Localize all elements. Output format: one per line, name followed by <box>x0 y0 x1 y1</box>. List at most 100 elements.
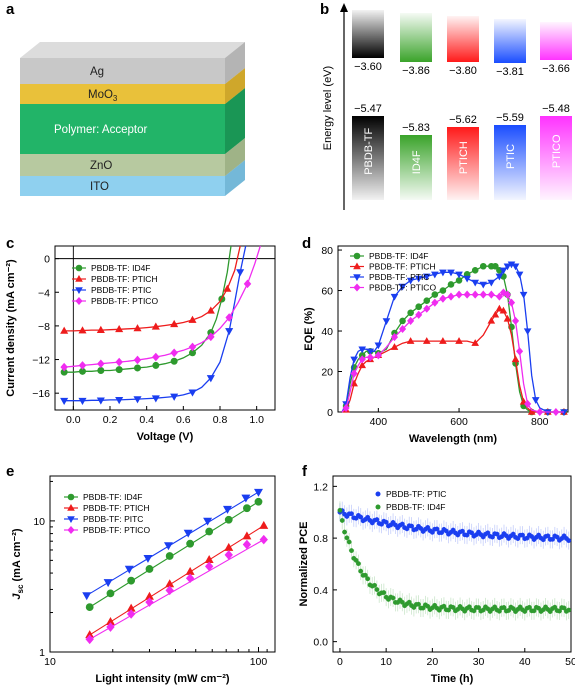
data-point <box>145 597 154 607</box>
legend-entry: PBDB-TF: PTICO <box>369 283 436 293</box>
legend-marker-triangle-down-icon <box>353 274 361 282</box>
data-point <box>115 366 123 374</box>
data-point <box>85 603 94 612</box>
data-point <box>503 314 512 322</box>
x-tick-label: 40 <box>519 656 531 668</box>
data-point <box>495 292 503 301</box>
x-tick-label: 20 <box>427 656 439 668</box>
lumo-value: −3.60 <box>354 61 382 73</box>
data-point <box>115 324 124 333</box>
data-point <box>236 269 245 277</box>
series-0 <box>337 501 572 550</box>
legend-marker-circle-icon <box>375 504 381 510</box>
data-point <box>476 605 481 611</box>
data-point <box>165 585 174 596</box>
data-point <box>350 369 358 378</box>
x-tick-label: 10 <box>380 656 392 668</box>
data-point <box>358 355 366 364</box>
data-point <box>390 343 399 350</box>
y-tick-label: −8 <box>38 321 50 333</box>
data-point <box>133 324 142 332</box>
y-axis-label: EQE (%) <box>303 307 315 351</box>
y-tick-label: 10 <box>33 516 45 528</box>
data-point <box>554 534 560 540</box>
data-point <box>455 271 463 279</box>
homo-value: −5.48 <box>542 103 570 115</box>
data-point <box>206 375 215 383</box>
data-point <box>520 532 525 538</box>
data-point <box>152 352 160 362</box>
data-point <box>358 568 364 574</box>
data-point <box>223 284 232 292</box>
data-point <box>415 310 423 319</box>
legend-marker-triangle-up-icon <box>67 503 75 511</box>
legend-entry: PBDB-TF: PTICH <box>369 262 436 272</box>
data-point <box>446 607 451 613</box>
data-point <box>471 290 479 299</box>
x-tick-label: 50 <box>565 656 575 668</box>
layer-side-face <box>225 42 245 84</box>
panel-f-legend: PBDB-TF: PTIC PBDB-TF: ID4F <box>375 489 446 512</box>
panel-a-device-structure: a ITO ZnO Polymer: Acceptor MoO3 Ag <box>6 1 245 196</box>
homo-value: −5.62 <box>449 114 477 126</box>
data-point <box>374 587 380 592</box>
data-point <box>152 361 160 369</box>
lumo-bar <box>352 10 384 58</box>
lumo-value: −3.81 <box>496 66 524 78</box>
data-point <box>372 582 377 588</box>
data-point <box>431 271 439 279</box>
homo-bar <box>352 116 384 200</box>
y-tick-label: −16 <box>32 388 50 400</box>
data-point <box>422 337 431 344</box>
data-point <box>224 515 233 524</box>
layer-label-sub: 3 <box>113 94 118 103</box>
data-point <box>342 403 350 413</box>
legend-entry: PBDB-TF: ID4F <box>369 251 429 261</box>
data-point <box>185 566 195 575</box>
panel-e-plot-frame <box>49 475 276 653</box>
panel-c-letter: c <box>6 235 14 252</box>
data-point <box>346 539 352 545</box>
x-tick-label: 30 <box>473 656 485 668</box>
data-point <box>374 351 382 360</box>
data-point <box>254 488 263 497</box>
material-name: PTICO <box>551 134 563 168</box>
series-2 <box>341 261 568 417</box>
data-point <box>439 294 447 303</box>
data-point <box>423 304 431 313</box>
layer-front-face <box>20 58 225 84</box>
x-axis-label: Wavelength (nm) <box>409 433 498 445</box>
data-point <box>431 298 439 307</box>
data-point <box>406 337 415 344</box>
data-point <box>527 407 536 415</box>
data-point <box>259 534 268 545</box>
layer-label: ZnO <box>90 160 112 172</box>
data-point <box>423 297 431 304</box>
x-tick-label: 400 <box>370 416 388 428</box>
y-tick-label: 20 <box>321 367 333 379</box>
legend-marker-circle-icon <box>67 493 75 501</box>
layer-side-face <box>225 160 245 196</box>
layer-label: Polymer: Acceptor <box>54 124 147 136</box>
data-point <box>151 395 160 403</box>
data-point <box>422 273 431 281</box>
data-point <box>552 604 558 610</box>
layer-0: Ag <box>20 42 245 84</box>
data-point <box>163 542 173 551</box>
data-point <box>487 279 496 287</box>
legend-entry: PBDB-TF: PITC <box>83 514 143 524</box>
material-name: PTIC <box>505 144 517 169</box>
y-axis-label-sub: sc <box>16 584 25 593</box>
data-point <box>557 608 562 614</box>
data-point <box>406 277 415 285</box>
legend-entry: PBDB-TF: ID4F <box>91 263 151 273</box>
data-point <box>503 263 512 271</box>
data-point <box>523 328 532 336</box>
series-1 <box>60 245 241 334</box>
series-line <box>341 263 564 413</box>
legend-marker-circle-icon <box>353 252 361 260</box>
homo-bar <box>540 116 572 200</box>
data-point <box>540 537 546 543</box>
panel-e-letter: e <box>6 463 14 480</box>
